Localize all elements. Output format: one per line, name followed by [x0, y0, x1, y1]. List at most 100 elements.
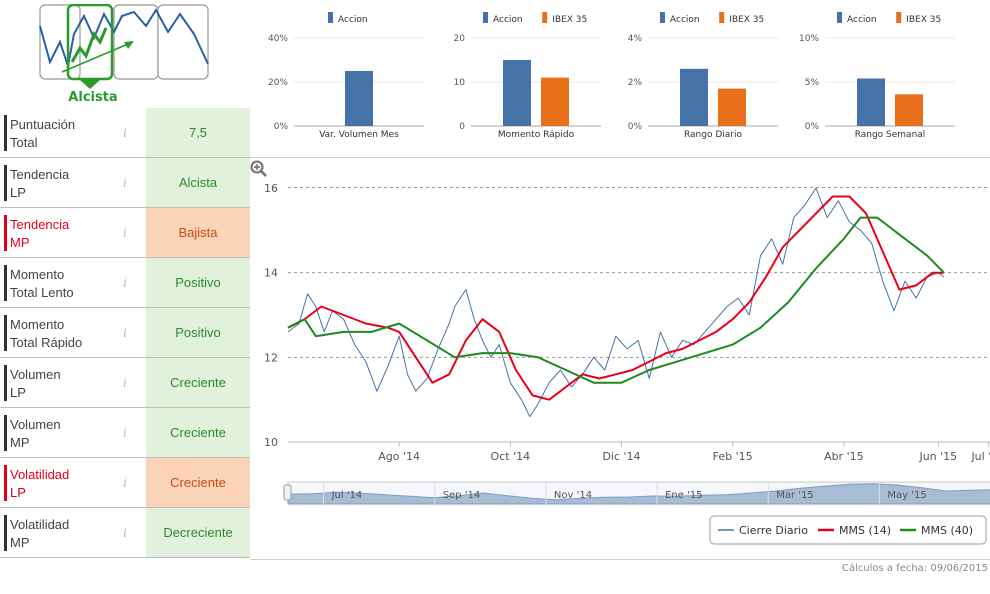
bar-accion — [857, 78, 885, 126]
info-icon[interactable]: i — [123, 126, 127, 140]
category-label: Var. Volumen Mes — [319, 130, 399, 140]
indicator-label: Volumen MP — [10, 417, 61, 450]
legend-label: MMS (14) — [839, 524, 891, 537]
bar-ibex — [895, 94, 923, 126]
mini-chart: Accion IBEX 35 0 10 20 Momento Rápido — [437, 0, 617, 150]
y-tick-label: 10 — [264, 436, 278, 449]
tick-label: 10 — [454, 78, 466, 88]
indicator-value: Creciente — [146, 408, 250, 457]
indicator-row: Volatilidad MP i Decreciente — [0, 508, 250, 558]
zoom-out-icon[interactable] — [250, 160, 268, 178]
y-tick-label: 16 — [264, 182, 278, 195]
navigator-label: Mar '15 — [776, 490, 814, 501]
navigator-label: Nov '14 — [554, 490, 592, 501]
indicator-label: Tendencia LP — [10, 167, 70, 200]
indicator-label: Volumen LP — [10, 367, 61, 400]
trend-pointer — [80, 80, 100, 89]
info-icon[interactable]: i — [123, 276, 127, 290]
mini-chart: Accion 0% 20% 40% Var. Volumen Mes — [260, 0, 440, 150]
x-tick-label: Jul '15 — [970, 450, 990, 463]
price-chart: 10 12 14 16 Ago '14 Oct '14 Dic '14 Feb '15 Abr … — [250, 160, 990, 560]
tick-label: 40% — [268, 34, 288, 44]
series-mms-14 — [287, 195, 944, 401]
mini-chart-svg: Accion IBEX 35 0% 2% 4% Rango Diario — [628, 12, 778, 140]
indicator-value: Creciente — [146, 358, 250, 407]
trend-arrow-head — [124, 41, 134, 49]
divider — [250, 559, 990, 560]
navigator-label: Jul '14 — [331, 490, 363, 501]
navigator-label: Ene '15 — [665, 490, 702, 501]
legend-label: MMS (40) — [921, 524, 973, 537]
indicator-row: Puntuación Total i 7,5 — [0, 108, 250, 158]
legend-label: Accion — [847, 15, 877, 25]
category-label: Rango Diario — [684, 130, 743, 140]
info-icon[interactable]: i — [123, 526, 127, 540]
tick-label: 0% — [628, 122, 643, 132]
plot-area — [288, 180, 990, 442]
x-tick-label: Jun '15 — [918, 450, 957, 463]
x-tick-label: Oct '14 — [491, 450, 531, 463]
tick-label: 2% — [628, 78, 643, 88]
indicator-value: 7,5 — [146, 108, 250, 157]
x-tick-label: Ago '14 — [378, 450, 420, 463]
legend-swatch — [483, 12, 488, 23]
calc-date: Cálculos a fecha: 09/06/2015 — [841, 563, 988, 574]
info-icon[interactable]: i — [123, 376, 127, 390]
trend-box-active — [66, 4, 114, 81]
legend-label: Accion — [493, 15, 523, 25]
legend-swatch — [542, 12, 548, 23]
indicator-row: Momento Total Lento i Positivo — [0, 258, 250, 308]
indicator-value: Alcista — [146, 158, 250, 207]
indicator-label: Momento Total Lento — [10, 267, 74, 300]
indicator-value: Positivo — [146, 308, 250, 357]
trend-widget: Alcista — [38, 4, 210, 105]
indicator-row: Volatilidad LP i Creciente — [0, 458, 250, 508]
indicator-row: Volumen MP i Creciente — [0, 408, 250, 458]
indicator-row: Momento Total Rápido i Positivo — [0, 308, 250, 358]
bar-accion — [503, 60, 531, 126]
legend-label: Cierre Diario — [739, 524, 808, 537]
indicator-row: Volumen LP i Creciente — [0, 358, 250, 408]
tick-label: 20% — [268, 78, 288, 88]
mini-chart-svg: Accion IBEX 35 0% 5% 10% Rango Semanal — [799, 12, 955, 140]
info-icon[interactable]: i — [123, 176, 127, 190]
navigator-label: Sep '14 — [443, 490, 481, 501]
indicator-label: Momento Total Rápido — [10, 317, 83, 350]
legend-swatch — [837, 12, 842, 23]
indicator-value: Creciente — [146, 458, 250, 507]
bar-ibex — [541, 77, 569, 126]
mini-chart-svg: Accion IBEX 35 0 10 20 Momento Rápido — [454, 12, 601, 140]
tick-label: 10% — [799, 34, 819, 44]
legend-swatch — [719, 12, 725, 23]
indicator-value: Bajista — [146, 208, 250, 257]
info-icon[interactable]: i — [123, 226, 127, 240]
indicator-label: Tendencia MP — [10, 217, 70, 250]
series-cierre-diario — [287, 187, 945, 418]
info-icon[interactable]: i — [123, 426, 127, 440]
mini-chart-svg: Accion 0% 20% 40% Var. Volumen Mes — [268, 12, 424, 140]
price-chart-svg: 10 12 14 16 Ago '14 Oct '14 Dic '14 Feb '15 Abr … — [264, 180, 990, 545]
trend-line-active — [70, 27, 108, 63]
legend-label: Accion — [670, 15, 700, 25]
navigator-series — [287, 483, 990, 505]
indicator-label: Volatilidad MP — [10, 517, 70, 550]
indicator-row: Tendencia LP i Alcista — [0, 158, 250, 208]
indicator-list: Puntuación Total i 7,5 Tendencia LP i Alcista… — [0, 108, 250, 558]
navigator-handle-left[interactable] — [283, 484, 292, 501]
trend-box — [157, 4, 209, 80]
series-mms-40 — [287, 216, 945, 384]
x-tick-label: Feb '15 — [713, 450, 753, 463]
tick-label: 4% — [628, 34, 643, 44]
info-icon[interactable]: i — [123, 476, 127, 490]
legend-swatch — [328, 12, 333, 23]
trend-label: Alcista — [68, 90, 118, 105]
indicator-row: Tendencia MP i Bajista — [0, 208, 250, 258]
trend-arrow — [61, 43, 129, 73]
category-label: Momento Rápido — [498, 130, 575, 140]
tick-label: 20 — [454, 34, 466, 44]
mini-chart: Accion IBEX 35 0% 5% 10% Rango Semanal — [791, 0, 971, 150]
trend-line — [39, 8, 209, 70]
info-icon[interactable]: i — [123, 326, 127, 340]
legend-label: IBEX 35 — [906, 15, 941, 25]
tick-label: 0% — [805, 122, 820, 132]
